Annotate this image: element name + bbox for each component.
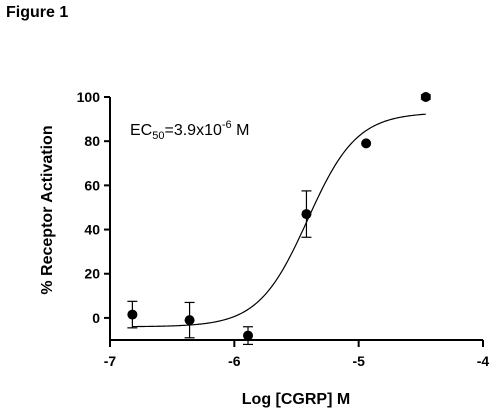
y-tick-label: 80 — [84, 133, 100, 149]
ec50-subscript: 50 — [152, 130, 164, 142]
x-tick-label: -4 — [477, 353, 490, 369]
y-tick-label: 0 — [92, 310, 100, 326]
axes — [109, 97, 483, 341]
data-point — [127, 309, 138, 320]
ticks: 0 20 40 60 80 100 -7 -6 -5 -4 — [77, 89, 490, 369]
y-tick-label: 20 — [84, 266, 100, 282]
data-point — [243, 330, 254, 341]
data-points — [127, 92, 431, 346]
ec50-unit: M — [232, 122, 250, 139]
x-axis-label: Log [CGRP] M — [242, 391, 350, 408]
data-point — [184, 315, 195, 326]
data-point — [361, 138, 372, 149]
ec50-superscript: -6 — [222, 119, 232, 131]
data-point — [420, 92, 431, 102]
y-axis-label: % Receptor Activation — [39, 125, 56, 294]
x-tick-label: -6 — [228, 353, 241, 369]
y-tick-label: 60 — [84, 177, 100, 193]
x-tick-label: -5 — [352, 353, 365, 369]
ec50-annotation: EC50=3.9x10-6 M — [130, 119, 249, 142]
ec50-value: =3.9x10 — [164, 122, 221, 139]
x-tick-label: -7 — [104, 353, 117, 369]
ec50-prefix: EC — [130, 122, 152, 139]
figure-title: Figure 1 — [6, 4, 69, 21]
data-point — [301, 209, 312, 220]
fit-curve — [132, 113, 426, 328]
y-tick-label: 100 — [77, 89, 101, 105]
y-tick-label: 40 — [84, 222, 100, 238]
